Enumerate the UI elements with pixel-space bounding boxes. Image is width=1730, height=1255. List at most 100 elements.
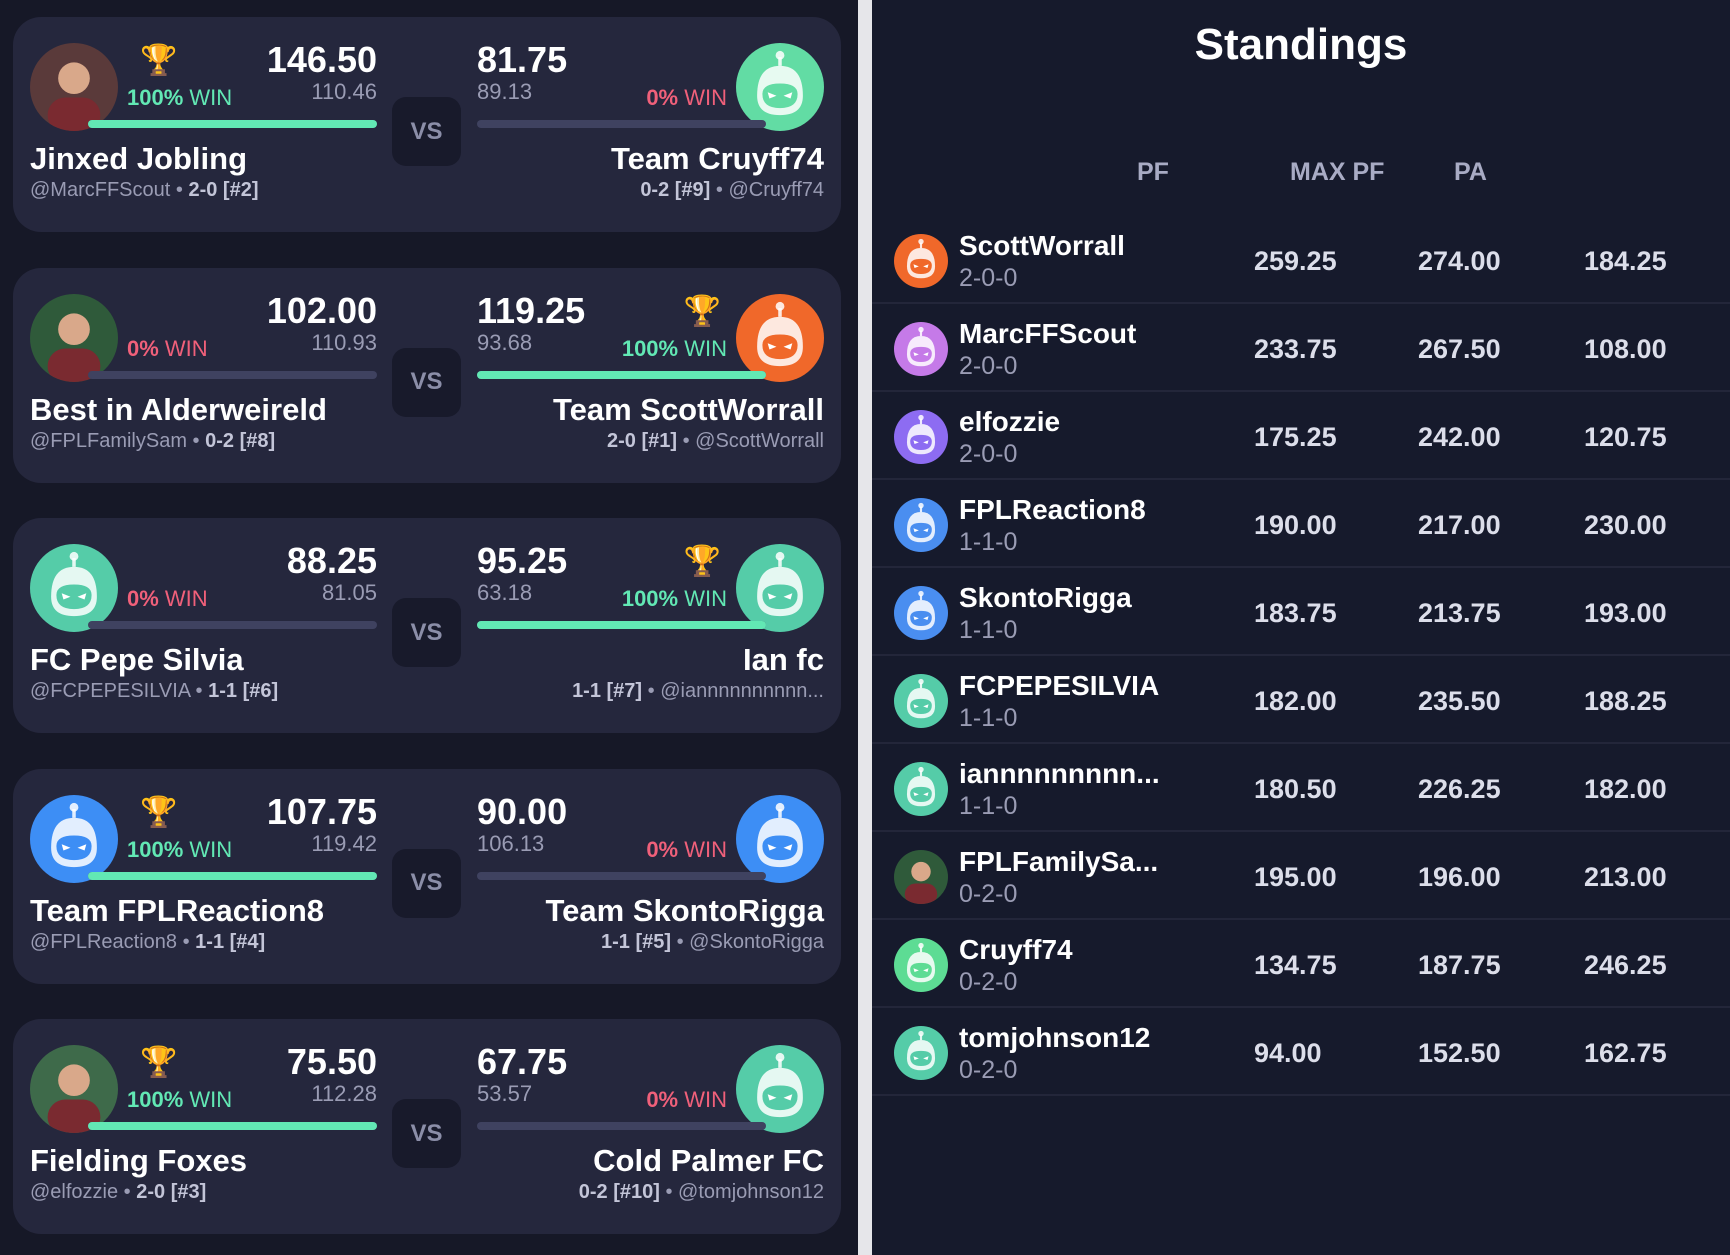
right-team-avatar: [736, 43, 824, 131]
owner-handle[interactable]: @tomjohnson12: [678, 1181, 824, 1203]
trophy-icon: 🏆: [683, 545, 721, 578]
column-header-pa[interactable]: PA: [1454, 158, 1487, 186]
right-score: 67.75: [477, 1041, 568, 1082]
right-score: 90.00: [477, 790, 568, 832]
team-owner-name[interactable]: iannnnnnnnn...: [959, 758, 1160, 789]
standings-row[interactable]: elfozzie 2-0-0 175.25 242.00 120.75: [872, 392, 1730, 480]
owner-handle[interactable]: @FCPEPESILVIA: [30, 680, 190, 702]
owner-handle[interactable]: @SkontoRigga: [689, 930, 824, 953]
standings-row[interactable]: MarcFFScout 2-0-0 233.75 267.50 108.00: [872, 304, 1730, 392]
right-team-name[interactable]: Team SkontoRigga: [545, 892, 824, 928]
max-points-for: 274.00: [1418, 246, 1501, 276]
points-against: 120.75: [1584, 422, 1667, 452]
team-record: 2-0-0: [959, 352, 1018, 380]
team-avatar: [894, 762, 948, 816]
team-owner-name[interactable]: tomjohnson12: [959, 1022, 1151, 1053]
left-team-name[interactable]: Best in Alderweireld: [30, 391, 327, 427]
win-pct: 100%: [621, 335, 679, 361]
win-bar-fill: [88, 1122, 377, 1130]
owner-handle[interactable]: @FPLFamilySam: [30, 429, 187, 452]
team-owner-name[interactable]: Cruyff74: [959, 934, 1073, 965]
team-record: 1-1 [#5]: [601, 930, 672, 953]
team-record: 0-2 [#10]: [578, 1181, 660, 1203]
owner-handle[interactable]: @FPLReaction8: [30, 930, 178, 953]
max-points-for: 187.75: [1418, 950, 1501, 980]
matchup-card[interactable]: 102.00 110.93 0% WIN Best in Alderweirel…: [13, 267, 841, 483]
column-header-pf[interactable]: PF: [1137, 158, 1169, 186]
team-record: 0-2-0: [959, 968, 1018, 996]
team-owner-name[interactable]: FPLFamilySa...: [959, 846, 1159, 877]
matchup-card[interactable]: 88.25 81.05 0% WIN FC Pepe Silvia @FCPEP…: [13, 518, 841, 733]
left-team-avatar: [30, 293, 118, 382]
right-win-bar: [477, 370, 766, 379]
left-team-avatar: [30, 1045, 118, 1133]
team-owner-name[interactable]: FPLReaction8: [959, 494, 1146, 525]
left-team-meta: @elfozzie • 2-0 [#3]: [30, 1181, 207, 1203]
owner-handle[interactable]: @ScottWorrall: [695, 429, 824, 452]
team-owner-name[interactable]: elfozzie: [959, 406, 1061, 437]
points-for: 195.00: [1254, 862, 1337, 892]
team-record: 1-1-0: [959, 616, 1018, 644]
right-projected-score: 93.68: [477, 329, 533, 355]
left-team-name[interactable]: Team FPLReaction8: [30, 892, 325, 928]
right-score: 81.75: [477, 39, 568, 80]
right-team-name[interactable]: Cold Palmer FC: [593, 1143, 824, 1178]
team-record: 1-1 [#4]: [195, 930, 266, 953]
owner-handle[interactable]: @elfozzie: [30, 1181, 119, 1203]
standings-row[interactable]: FCPEPESILVIA 1-1-0 182.00 235.50 188.25: [872, 656, 1730, 744]
win-label: WIN: [684, 335, 727, 361]
win-label: WIN: [164, 586, 208, 611]
right-team-meta: 1-1 [#5] • @SkontoRigga: [601, 930, 824, 953]
team-avatar: [894, 322, 948, 376]
left-projected-score: 112.28: [311, 1081, 377, 1106]
standings-row[interactable]: Cruyff74 0-2-0 134.75 187.75 246.25: [872, 920, 1730, 1008]
team-owner-name[interactable]: SkontoRigga: [959, 582, 1132, 613]
vs-badge: VS: [392, 97, 461, 166]
left-score: 102.00: [266, 289, 377, 331]
right-score: 119.25: [477, 289, 586, 331]
standings-row[interactable]: FPLReaction8 1-1-0 190.00 217.00 230.00: [872, 480, 1730, 568]
left-team-name[interactable]: Jinxed Jobling: [30, 141, 248, 176]
team-owner-name[interactable]: ScottWorrall: [959, 230, 1125, 261]
trophy-icon: 🏆: [140, 1046, 178, 1079]
owner-handle[interactable]: @Cruyff74: [728, 179, 824, 201]
left-team-name[interactable]: FC Pepe Silvia: [30, 642, 244, 677]
left-win-probability: 0% WIN: [127, 586, 208, 612]
left-team-name[interactable]: Fielding Foxes: [30, 1143, 248, 1178]
win-pct: 0%: [646, 836, 679, 862]
right-team-name[interactable]: Team Cruyff74: [610, 141, 824, 176]
right-win-bar: [477, 621, 766, 629]
points-for: 94.00: [1254, 1038, 1322, 1068]
win-pct: 0%: [646, 1087, 679, 1112]
team-avatar: [894, 938, 948, 992]
standings-row[interactable]: ScottWorrall 2-0-0 259.25 274.00 184.25: [872, 216, 1730, 304]
team-avatar: [894, 498, 948, 552]
team-avatar: [894, 850, 948, 904]
standings-row[interactable]: iannnnnnnnn... 1-1-0 180.50 226.25 182.0…: [872, 744, 1730, 832]
points-for: 259.25: [1254, 246, 1337, 276]
right-team-name[interactable]: Ian fc: [743, 642, 824, 677]
standings-row[interactable]: FPLFamilySa... 0-2-0 195.00 196.00 213.0…: [872, 832, 1730, 920]
left-projected-score: 110.46: [311, 79, 377, 104]
owner-handle[interactable]: @iannnnnnnnnn...: [660, 680, 824, 702]
win-label: WIN: [189, 1087, 233, 1112]
standings-row[interactable]: SkontoRigga 1-1-0 183.75 213.75 193.00: [872, 568, 1730, 656]
standings-row[interactable]: tomjohnson12 0-2-0 94.00 152.50 162.75: [872, 1008, 1730, 1096]
team-record: 1-1 [#7]: [572, 680, 643, 702]
team-owner-name[interactable]: FCPEPESILVIA: [959, 670, 1160, 701]
max-points-for: 267.50: [1418, 334, 1501, 364]
matchup-card[interactable]: 🏆 146.50 110.46 100% WIN Jinxed Jobling …: [13, 17, 841, 232]
matchup-card[interactable]: 🏆 75.50 112.28 100% WIN Fielding Foxes @…: [13, 1019, 841, 1234]
team-owner-name[interactable]: MarcFFScout: [959, 318, 1137, 349]
column-header-max-pf[interactable]: MAX PF: [1290, 158, 1385, 186]
right-team-meta: 0-2 [#10] • @tomjohnson12: [578, 1181, 824, 1203]
left-win-bar: [88, 621, 377, 629]
right-projected-score: 63.18: [477, 580, 533, 605]
right-team-avatar: [736, 1045, 824, 1133]
matchup-card[interactable]: 🏆 107.75 119.42 100% WIN Team FPLReactio…: [13, 768, 841, 984]
team-record: 2-0 [#2]: [188, 179, 259, 201]
right-team-name[interactable]: Team ScottWorrall: [552, 391, 824, 427]
owner-handle[interactable]: @MarcFFScout: [30, 179, 171, 201]
right-win-bar: [477, 1122, 766, 1130]
right-score: 95.25: [477, 540, 568, 581]
